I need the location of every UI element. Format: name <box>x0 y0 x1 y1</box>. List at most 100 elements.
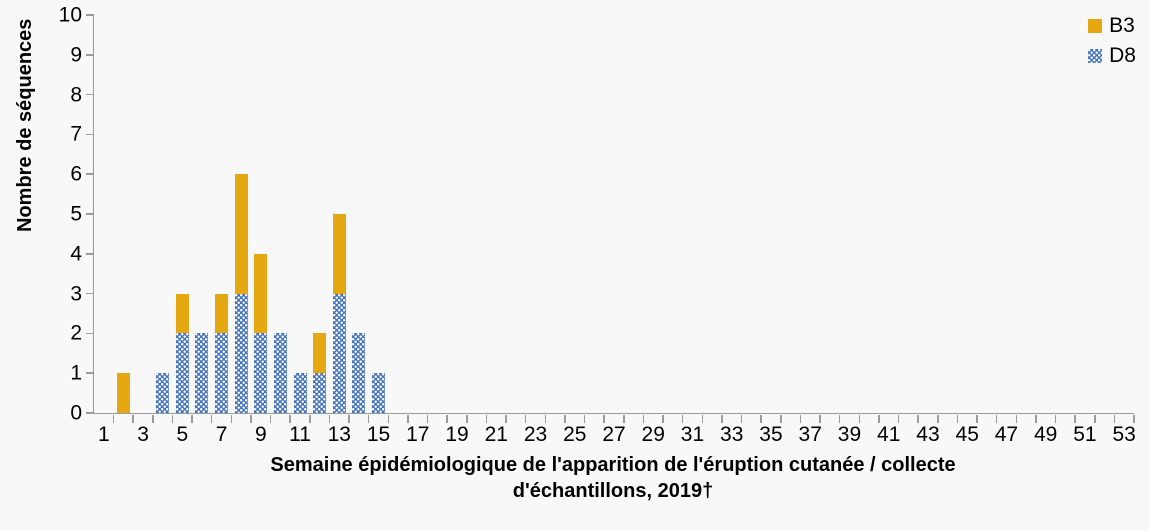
x-axis-tick <box>878 414 880 423</box>
legend: B3 D8 <box>1088 15 1136 66</box>
y-axis-tick <box>86 54 94 56</box>
y-axis-tick-label: 0 <box>70 401 82 425</box>
x-axis-tick <box>937 414 939 423</box>
x-axis-tick-label: 49 <box>1034 423 1058 446</box>
x-axis-tick-label: 25 <box>563 423 587 446</box>
x-axis-tick <box>1094 414 1096 423</box>
x-axis-tick <box>132 414 134 423</box>
x-axis-tick <box>524 414 527 423</box>
x-axis-tick <box>152 414 154 423</box>
x-axis-tick-label: 51 <box>1073 423 1097 446</box>
x-axis-tick-label: 3 <box>137 423 149 446</box>
bar-segment-d8-week-6 <box>195 333 209 413</box>
x-axis-tick <box>740 414 743 423</box>
x-axis-tick <box>623 414 625 423</box>
legend-item-b3: B3 <box>1088 15 1136 36</box>
x-axis-tick-label: 29 <box>641 423 665 446</box>
x-axis-tick <box>1015 414 1017 423</box>
bar-segment-d8-week-8 <box>234 293 248 413</box>
x-axis-tick <box>367 414 370 423</box>
x-axis-tick-label: 43 <box>916 423 940 446</box>
bar-segment-d8-week-13 <box>332 293 346 413</box>
x-axis-tick <box>603 414 605 423</box>
x-axis-tick-label: 39 <box>837 423 862 446</box>
legend-label-d8: D8 <box>1109 44 1136 67</box>
bar-segment-b3-week-8 <box>234 174 248 294</box>
x-axis-tick-label: 45 <box>955 423 979 446</box>
x-axis-tick <box>1113 414 1116 423</box>
bar-segment-b3-week-9 <box>254 253 268 334</box>
x-axis-tick-label: 41 <box>877 423 901 446</box>
y-axis-tick <box>86 253 94 255</box>
y-axis-tick-label: 9 <box>70 43 82 67</box>
bar-segment-b3-week-5 <box>175 293 189 334</box>
x-axis-tick <box>976 414 978 423</box>
x-axis-tick <box>446 414 448 423</box>
x-axis-tick-label: 17 <box>406 423 430 446</box>
y-axis-tick-label: 5 <box>70 202 82 226</box>
x-axis-tick-label: 47 <box>994 423 1019 446</box>
legend-swatch-b3-icon <box>1088 18 1103 33</box>
x-axis-tick <box>230 414 233 423</box>
x-axis-tick <box>328 414 331 423</box>
bar-segment-b3-week-7 <box>215 293 229 334</box>
y-axis-tick-label: 7 <box>70 122 82 146</box>
x-axis-tick-label: 11 <box>289 423 311 446</box>
y-axis-tick <box>86 412 94 414</box>
x-axis-tick <box>838 414 841 423</box>
x-axis-tick <box>642 414 645 423</box>
x-axis-title-line1: Semaine épidémiologique de l'apparition … <box>270 454 956 476</box>
x-axis-tick <box>485 414 488 423</box>
x-axis-tick <box>544 414 547 423</box>
x-axis-tick <box>348 414 350 423</box>
x-axis-tick <box>780 414 782 423</box>
legend-item-d8: D8 <box>1088 45 1136 66</box>
y-axis-title: Nombre de séquences <box>14 18 36 232</box>
x-axis-tick-label: 35 <box>759 423 783 446</box>
x-axis-tick <box>112 414 115 423</box>
x-axis-tick-label: 33 <box>720 423 744 446</box>
x-axis-title-line2: d'échantillons, 2019† <box>512 480 714 502</box>
x-axis-tick <box>466 414 468 423</box>
bar-segment-b3-week-2 <box>116 373 130 413</box>
y-axis-tick <box>86 14 94 16</box>
x-axis-tick-label: 5 <box>176 423 189 446</box>
y-axis-tick <box>86 173 94 175</box>
y-axis-tick <box>86 372 94 374</box>
x-axis-tick <box>171 414 174 423</box>
bar-segment-d8-week-4 <box>156 373 170 413</box>
y-axis-tick <box>86 332 94 335</box>
y-axis-tick <box>86 292 94 295</box>
x-axis-tick <box>917 414 919 423</box>
x-axis-tick <box>819 414 821 423</box>
x-axis-tick <box>407 414 409 423</box>
x-axis-tick <box>721 414 723 423</box>
y-axis-tick-label: 2 <box>70 321 82 345</box>
bar-segment-d8-week-15 <box>372 373 386 413</box>
x-axis-tick <box>309 414 311 423</box>
bar-segment-d8-week-10 <box>273 333 287 413</box>
y-axis-tick-label: 1 <box>70 361 82 385</box>
x-axis-tick-label: 15 <box>366 423 391 446</box>
x-axis-tick <box>858 414 861 423</box>
x-axis-tick <box>269 414 272 423</box>
x-axis-tick <box>426 414 429 423</box>
x-axis-tick <box>1133 414 1135 423</box>
y-axis-tick-label: 8 <box>70 83 82 107</box>
x-axis-tick <box>250 414 252 423</box>
x-axis-tick <box>1054 414 1057 423</box>
x-axis-tick <box>387 414 390 423</box>
x-axis-tick <box>681 414 684 423</box>
bar-segment-d8-week-12 <box>313 373 327 413</box>
bar-segment-d8-week-11 <box>293 373 307 413</box>
legend-label-b3: B3 <box>1109 14 1135 37</box>
legend-swatch-d8-icon <box>1088 48 1103 63</box>
x-axis-tick <box>760 414 762 423</box>
x-axis-tick <box>289 414 291 423</box>
x-axis-tick-label: 31 <box>680 423 705 446</box>
y-axis-tick <box>86 93 94 96</box>
y-axis-tick-label: 10 <box>58 3 82 27</box>
bar-segment-b3-week-13 <box>332 214 346 294</box>
x-axis-title: Semaine épidémiologique de l'apparition … <box>93 452 1133 504</box>
x-axis-tick-label: 37 <box>798 423 822 446</box>
